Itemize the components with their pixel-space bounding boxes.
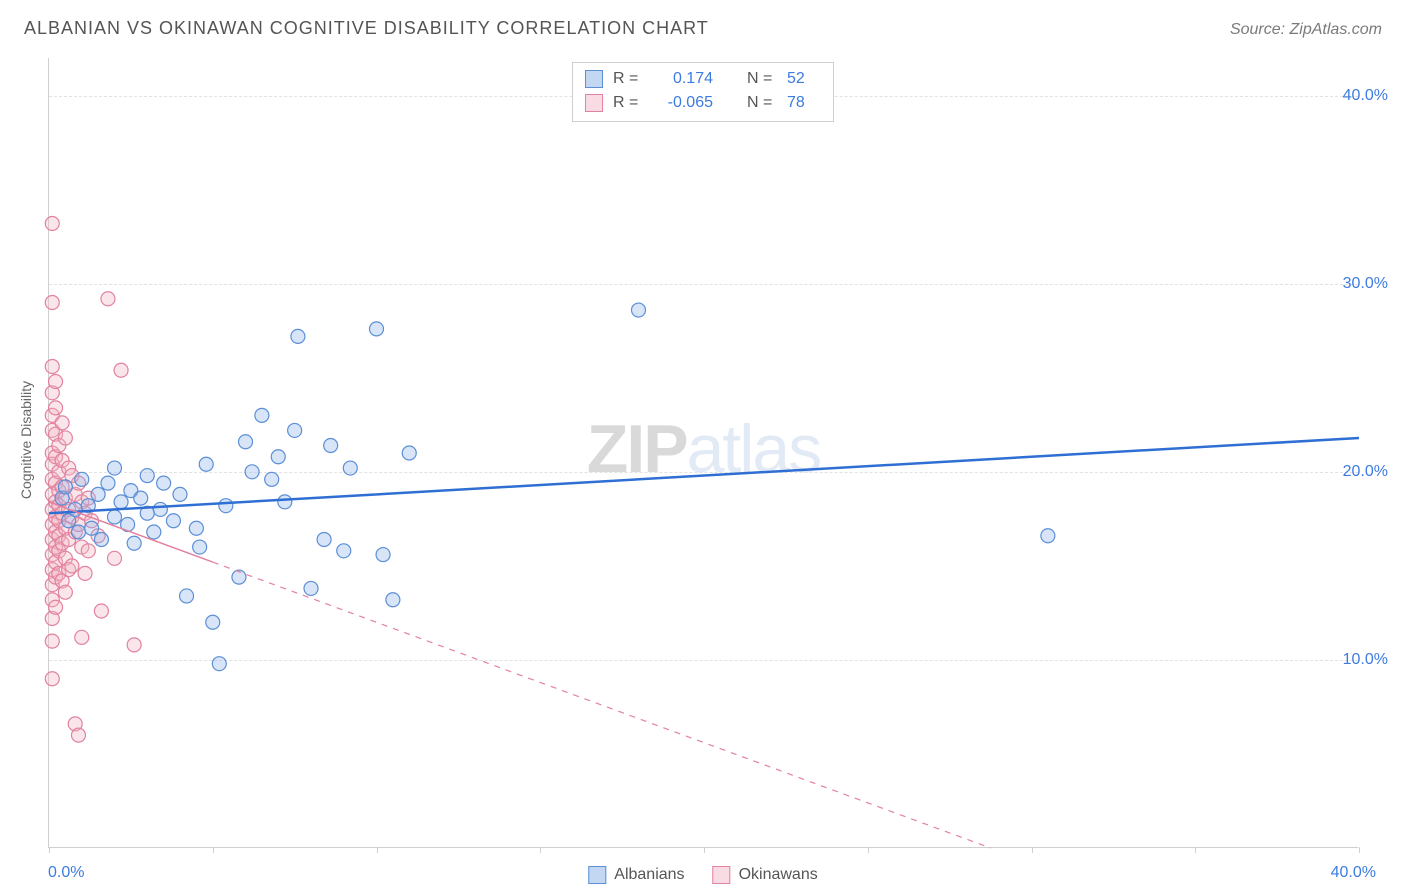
y-tick-label: 20.0%: [1343, 463, 1388, 481]
y-tick-label: 30.0%: [1343, 275, 1388, 293]
legend-stats-row-okinawans: R = -0.065 N = 78: [585, 91, 815, 115]
n-label: N =: [747, 67, 777, 91]
legend-item-okinawans: Okinawans: [713, 866, 818, 884]
chart-source: Source: ZipAtlas.com: [1230, 21, 1382, 39]
swatch-okinawans-bottom: [713, 866, 731, 884]
legend-stats-box: R = 0.174 N = 52 R = -0.065 N = 78: [572, 62, 834, 122]
r-value-albanians: 0.174: [653, 67, 713, 91]
n-value-albanians: 52: [787, 67, 815, 91]
x-origin-label: 0.0%: [48, 864, 84, 882]
r-label: R =: [613, 67, 643, 91]
swatch-albanians-bottom: [588, 866, 606, 884]
n-label-2: N =: [747, 91, 777, 115]
chart-title: ALBANIAN VS OKINAWAN COGNITIVE DISABILIT…: [24, 18, 709, 39]
plot-svg: [49, 58, 1358, 847]
y-tick-label: 10.0%: [1343, 651, 1388, 669]
legend-label-albanians: Albanians: [614, 866, 684, 884]
legend-stats-row-albanians: R = 0.174 N = 52: [585, 67, 815, 91]
y-tick-label: 40.0%: [1343, 87, 1388, 105]
chart-plot-area: ZIPatlas: [48, 58, 1358, 848]
swatch-albanians: [585, 70, 603, 88]
n-value-okinawans: 78: [787, 91, 815, 115]
r-value-okinawans: -0.065: [653, 91, 713, 115]
r-label-2: R =: [613, 91, 643, 115]
chart-header: ALBANIAN VS OKINAWAN COGNITIVE DISABILIT…: [24, 18, 1382, 39]
legend-series: Albanians Okinawans: [588, 866, 817, 884]
x-end-label: 40.0%: [1331, 864, 1376, 882]
legend-item-albanians: Albanians: [588, 866, 684, 884]
swatch-okinawans: [585, 94, 603, 112]
legend-label-okinawans: Okinawans: [739, 866, 818, 884]
y-axis-label: Cognitive Disability: [18, 381, 34, 499]
